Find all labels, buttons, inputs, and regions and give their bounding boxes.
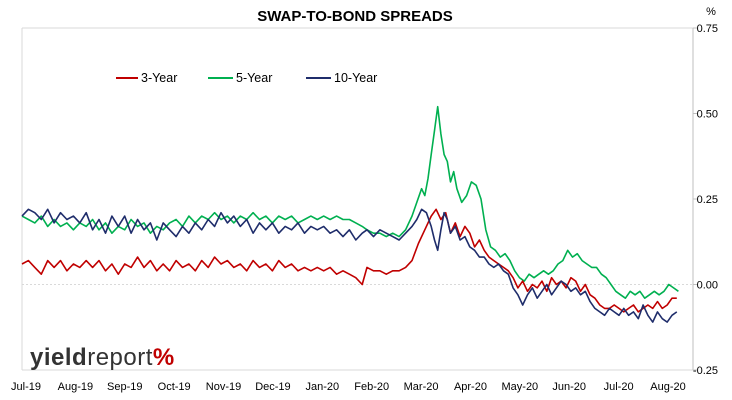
legend-label-3-year: 3-Year bbox=[141, 71, 177, 85]
x-tick-label: Sep-19 bbox=[107, 381, 142, 393]
logo-part-yield: yield bbox=[30, 344, 87, 371]
y-axis-unit-label: % bbox=[706, 6, 716, 18]
chart-title: SWAP-TO-BOND SPREADS bbox=[257, 8, 453, 25]
x-tick-label: Dec-19 bbox=[255, 381, 290, 393]
yieldreport-logo: yieldreport% bbox=[30, 344, 175, 371]
x-tick-label: Aug-19 bbox=[58, 381, 93, 393]
chart-legend: 3-Year 5-Year 10-Year bbox=[116, 71, 377, 85]
series-line-3-year bbox=[21, 208, 677, 313]
y-tick-label: -0.25 bbox=[693, 365, 718, 377]
legend-label-5-year: 5-Year bbox=[236, 71, 272, 85]
x-axis-ticks: Jul-19 Aug-19 Sep-19 Oct-19 Nov-19 Dec-19 Jan-… bbox=[11, 284, 693, 393]
x-tick-label: Jun-20 bbox=[552, 381, 586, 393]
svg-text:yieldreport%: yieldreport% bbox=[30, 344, 175, 371]
x-tick-label: Apr-20 bbox=[454, 381, 487, 393]
y-tick-label: 0.25 bbox=[697, 194, 718, 206]
logo-part-report: report bbox=[87, 344, 153, 371]
x-tick-label: May-20 bbox=[502, 381, 539, 393]
y-tick-label: 0.50 bbox=[697, 109, 718, 121]
x-tick-label: Jul-20 bbox=[604, 381, 634, 393]
x-tick-label: Jan-20 bbox=[305, 381, 339, 393]
legend-entry-3-year: 3-Year bbox=[116, 71, 177, 85]
y-axis-ticks: 0.75 0.50 0.25 0.00 -0.25 bbox=[693, 23, 718, 377]
series-layer bbox=[21, 105, 679, 323]
y-tick-label: 0.00 bbox=[697, 280, 718, 292]
x-tick-label: Feb-20 bbox=[354, 381, 389, 393]
y-tick-label: 0.75 bbox=[697, 23, 718, 35]
x-tick-label: Oct-19 bbox=[158, 381, 191, 393]
legend-label-10-year: 10-Year bbox=[334, 71, 377, 85]
x-tick-label: Nov-19 bbox=[206, 381, 241, 393]
logo-part-percent: % bbox=[153, 344, 175, 371]
x-tick-label: Mar-20 bbox=[404, 381, 439, 393]
series-line-5-year bbox=[21, 105, 679, 299]
x-tick-label: Aug-20 bbox=[650, 381, 685, 393]
legend-entry-5-year: 5-Year bbox=[208, 71, 272, 85]
series-line-10-year bbox=[21, 208, 678, 323]
legend-entry-10-year: 10-Year bbox=[306, 71, 377, 85]
x-tick-label: Jul-19 bbox=[11, 381, 41, 393]
